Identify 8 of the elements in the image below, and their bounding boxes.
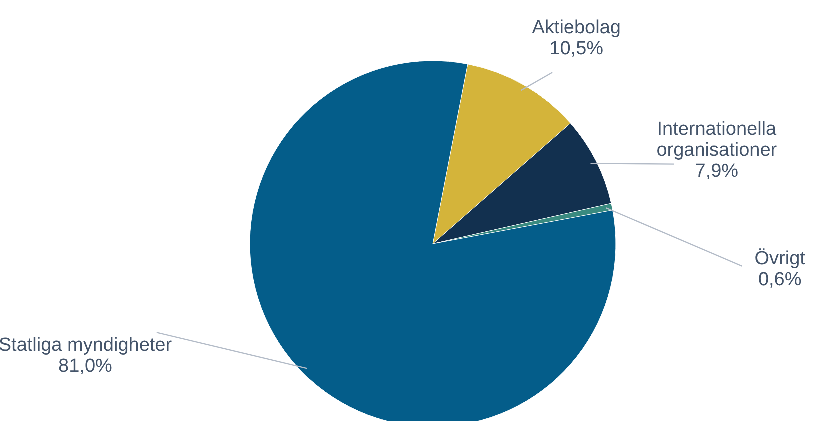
slice-label: Aktiebolag — [532, 18, 621, 39]
slice-label: Övrigt — [754, 248, 806, 270]
data-label: 81,0% — [58, 356, 113, 378]
data-label: 0,6% — [758, 270, 802, 290]
data-label: 7,9% — [695, 161, 739, 182]
slice-label: Internationella organisationer — [656, 119, 778, 162]
slice-label: Statliga myndigheter — [0, 335, 173, 356]
data-label: 10,5% — [550, 38, 604, 60]
